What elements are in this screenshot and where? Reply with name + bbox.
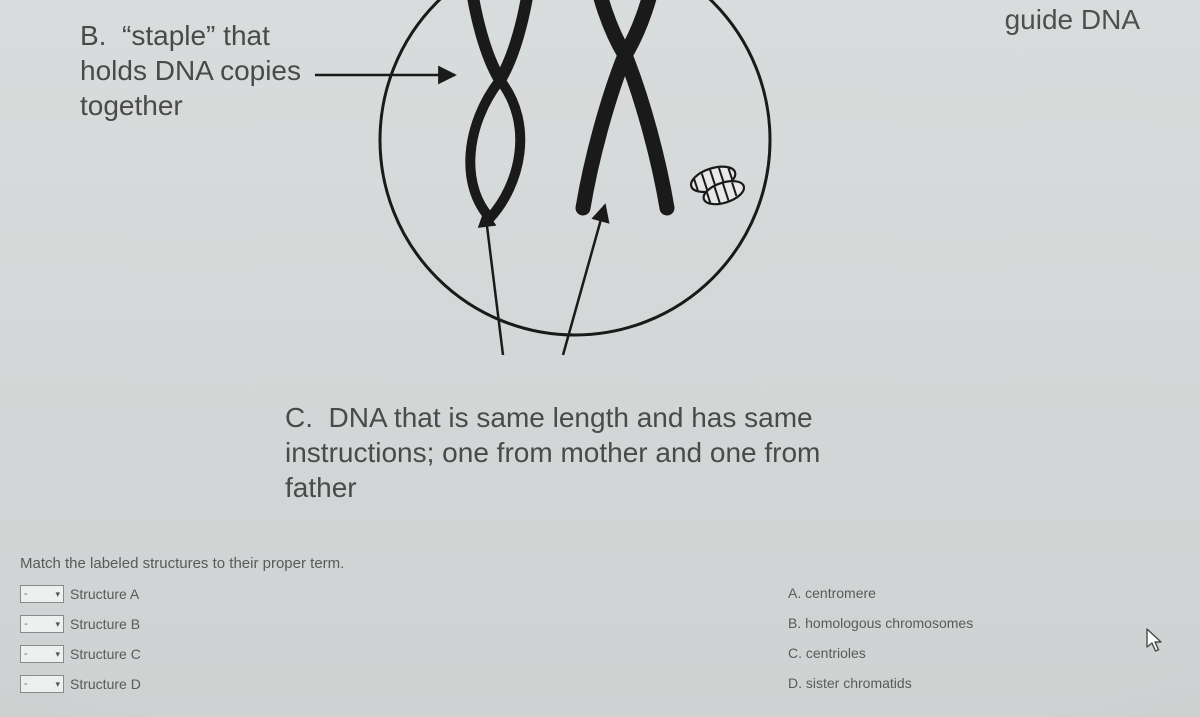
select-value: - <box>24 618 28 630</box>
label-b-text: B. “staple” that holds DNA copies togeth… <box>80 18 320 123</box>
chromatid-left <box>470 0 530 218</box>
answer-b: B. homologous chromosomes <box>788 615 973 635</box>
select-value: - <box>24 678 28 690</box>
match-row-c: - ▾ Structure C <box>20 644 1180 664</box>
chromatid-right <box>583 0 667 208</box>
chevron-down-icon: ▾ <box>55 649 60 660</box>
chevron-down-icon: ▾ <box>55 679 60 690</box>
select-structure-a[interactable]: - ▾ <box>20 585 64 603</box>
answer-key: A. centromere B. homologous chromosomes … <box>788 585 973 705</box>
centriole <box>688 160 747 211</box>
answer-c: C. centrioles <box>788 645 973 665</box>
answer-d: D. sister chromatids <box>788 675 973 695</box>
label-guide-dna: guide DNA <box>1005 4 1140 36</box>
select-structure-d[interactable]: - ▾ <box>20 675 64 693</box>
select-structure-b[interactable]: - ▾ <box>20 615 64 633</box>
match-row-b: - ▾ Structure B <box>20 614 1180 634</box>
select-value: - <box>24 588 28 600</box>
match-row-d: - ▾ Structure D <box>20 674 1180 694</box>
chevron-down-icon: ▾ <box>55 589 60 600</box>
label-structure-b: Structure B <box>70 616 140 632</box>
answer-a: A. centromere <box>788 585 973 605</box>
label-c-text: C. DNA that is same length and has same … <box>285 400 845 505</box>
arrow-c-left <box>485 210 503 355</box>
label-structure-c: Structure C <box>70 646 141 662</box>
select-structure-c[interactable]: - ▾ <box>20 645 64 663</box>
cursor-icon <box>1146 628 1164 654</box>
select-value: - <box>24 648 28 660</box>
label-structure-d: Structure D <box>70 676 141 692</box>
chevron-down-icon: ▾ <box>55 619 60 630</box>
cell-diagram <box>315 0 835 380</box>
question-prompt: Match the labeled structures to their pr… <box>20 555 1180 572</box>
label-structure-a: Structure A <box>70 586 139 602</box>
matching-question: Match the labeled structures to their pr… <box>20 555 1180 704</box>
match-row-a: - ▾ Structure A <box>20 584 1180 604</box>
